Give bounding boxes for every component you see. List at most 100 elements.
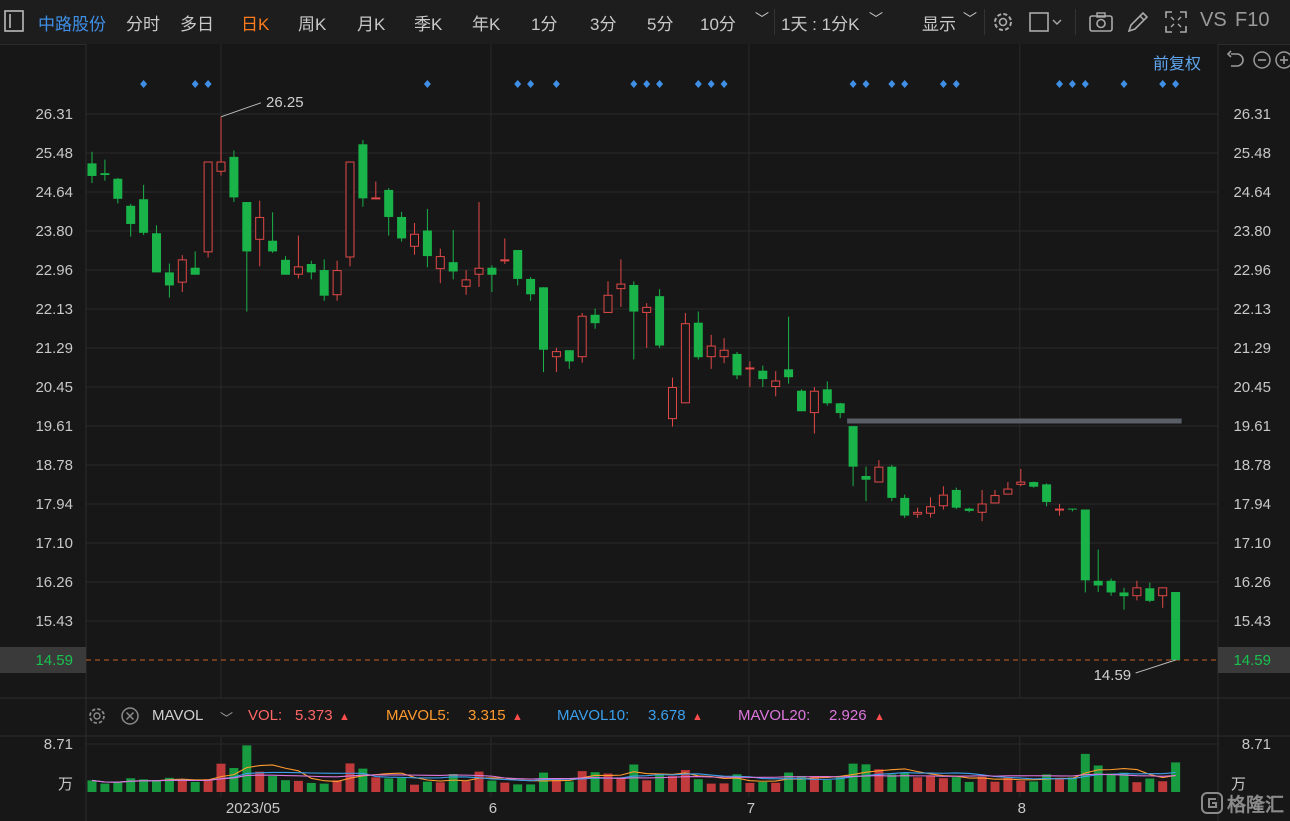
- fullscreen-icon[interactable]: [1163, 9, 1189, 35]
- x-axis-label: 7: [747, 800, 755, 817]
- price-tick-label-right: 20.45: [1233, 379, 1271, 396]
- reset-undo-icon[interactable]: [1225, 50, 1245, 70]
- candle: [397, 211, 407, 242]
- event-diamond-icon: [694, 80, 702, 88]
- volume-bar: [1042, 774, 1052, 792]
- candle-body: [1016, 481, 1026, 485]
- candle: [1145, 582, 1155, 603]
- mavol10-value: 3.678: [648, 707, 686, 724]
- volume-bar: [655, 773, 665, 792]
- candle: [809, 387, 819, 434]
- candle: [203, 161, 213, 258]
- price-tick-label-left: 19.61: [35, 418, 73, 435]
- watermark-logo-icon: [1201, 792, 1223, 814]
- vol-up-arrow-icon: ▲: [339, 711, 350, 723]
- candle: [474, 202, 484, 287]
- period-select[interactable]: 1天 : 1分K: [781, 15, 860, 34]
- volume-bar: [513, 784, 523, 792]
- candle-body: [784, 369, 794, 378]
- candle: [1106, 578, 1116, 596]
- candle-body: [100, 173, 110, 176]
- candle-body: [87, 163, 97, 176]
- candle: [977, 489, 987, 522]
- candle: [874, 460, 884, 483]
- zoom-out-icon[interactable]: [1252, 50, 1272, 70]
- event-diamond-icon: [630, 80, 638, 88]
- candle-body: [1042, 484, 1052, 503]
- adjust-mode-button[interactable]: 前复权: [1153, 56, 1202, 73]
- price-tick-label-right: 22.96: [1233, 262, 1271, 279]
- tab-day-k[interactable]: 日K: [241, 15, 270, 34]
- volume-bar: [1067, 777, 1077, 792]
- candle-body: [126, 205, 136, 224]
- volume-bar: [1003, 777, 1013, 792]
- mavol-close-icon[interactable]: [119, 705, 141, 727]
- tab-month-k[interactable]: 月K: [357, 15, 386, 34]
- candle: [281, 256, 290, 275]
- mavol-chevron-icon[interactable]: ﹀: [220, 711, 234, 726]
- candle: [1042, 483, 1052, 507]
- event-diamond-icon: [514, 80, 522, 88]
- volume-bar: [577, 771, 587, 792]
- display-chevron-icon[interactable]: ﹀: [963, 11, 977, 27]
- period-chevron-icon[interactable]: ﹀: [869, 11, 883, 27]
- tab-1min[interactable]: 1分: [531, 15, 558, 34]
- candle-body: [1067, 508, 1077, 510]
- draw-pencil-icon[interactable]: [1125, 9, 1151, 35]
- camera-icon[interactable]: [1088, 9, 1114, 35]
- display-menu[interactable]: 显示: [922, 15, 956, 34]
- volume-bar: [448, 773, 458, 792]
- candle-body: [603, 294, 613, 313]
- tab-3min[interactable]: 3分: [590, 15, 617, 34]
- tab-quarter-k[interactable]: 季K: [414, 15, 443, 34]
- mavol-indicator-select[interactable]: MAVOL: [152, 707, 204, 724]
- sidebar-toggle-icon[interactable]: [4, 10, 24, 32]
- zoom-in-icon[interactable]: [1274, 50, 1290, 70]
- candle: [216, 116, 226, 176]
- candle-body: [461, 279, 471, 287]
- price-tick-label-right: 16.26: [1233, 574, 1271, 591]
- volume-bar: [719, 783, 729, 792]
- candle-body: [797, 390, 806, 412]
- volume-bar: [797, 775, 806, 792]
- tab-fenshi[interactable]: 分时: [126, 15, 160, 34]
- more-tabs-chevron-icon[interactable]: ﹀: [755, 11, 769, 27]
- low-annotation-label: 14.59: [1094, 667, 1132, 684]
- vs-compare-button[interactable]: VS: [1200, 9, 1227, 31]
- stock-name[interactable]: 中路股份: [38, 15, 106, 34]
- tab-year-k[interactable]: 年K: [472, 15, 501, 34]
- toolbar-divider: [1075, 9, 1076, 35]
- volume-axis-max-left: 8.71: [44, 736, 73, 753]
- candle: [242, 202, 252, 312]
- settings-gear-icon[interactable]: [990, 9, 1016, 35]
- mavol-settings-gear-icon[interactable]: [86, 705, 108, 727]
- candle: [255, 200, 265, 267]
- candle-body: [1093, 580, 1103, 586]
- tab-5min[interactable]: 5分: [647, 15, 674, 34]
- candle: [448, 230, 458, 280]
- candle-body: [745, 367, 755, 370]
- tab-duori[interactable]: 多日: [180, 15, 214, 34]
- price-tick-label-left: 17.94: [35, 496, 73, 513]
- candle-body: [268, 240, 278, 252]
- f10-button[interactable]: F10: [1235, 9, 1270, 31]
- volume-bar: [732, 774, 742, 792]
- tab-10min[interactable]: 10分: [700, 15, 736, 34]
- candle: [164, 263, 174, 298]
- candle: [784, 316, 794, 384]
- candle-body: [977, 503, 987, 513]
- candle: [1158, 587, 1168, 608]
- candle: [797, 389, 806, 412]
- candle-body: [1003, 488, 1013, 495]
- tab-week-k[interactable]: 周K: [298, 15, 327, 34]
- volume-bar: [680, 770, 690, 792]
- chart-style-icon[interactable]: [1028, 9, 1064, 35]
- candle: [332, 260, 342, 301]
- volume-bar: [745, 782, 755, 792]
- candle: [913, 507, 923, 518]
- candle-body: [822, 389, 832, 404]
- candle-body: [293, 266, 303, 275]
- event-diamond-icon: [204, 80, 212, 88]
- candle-body: [345, 161, 355, 258]
